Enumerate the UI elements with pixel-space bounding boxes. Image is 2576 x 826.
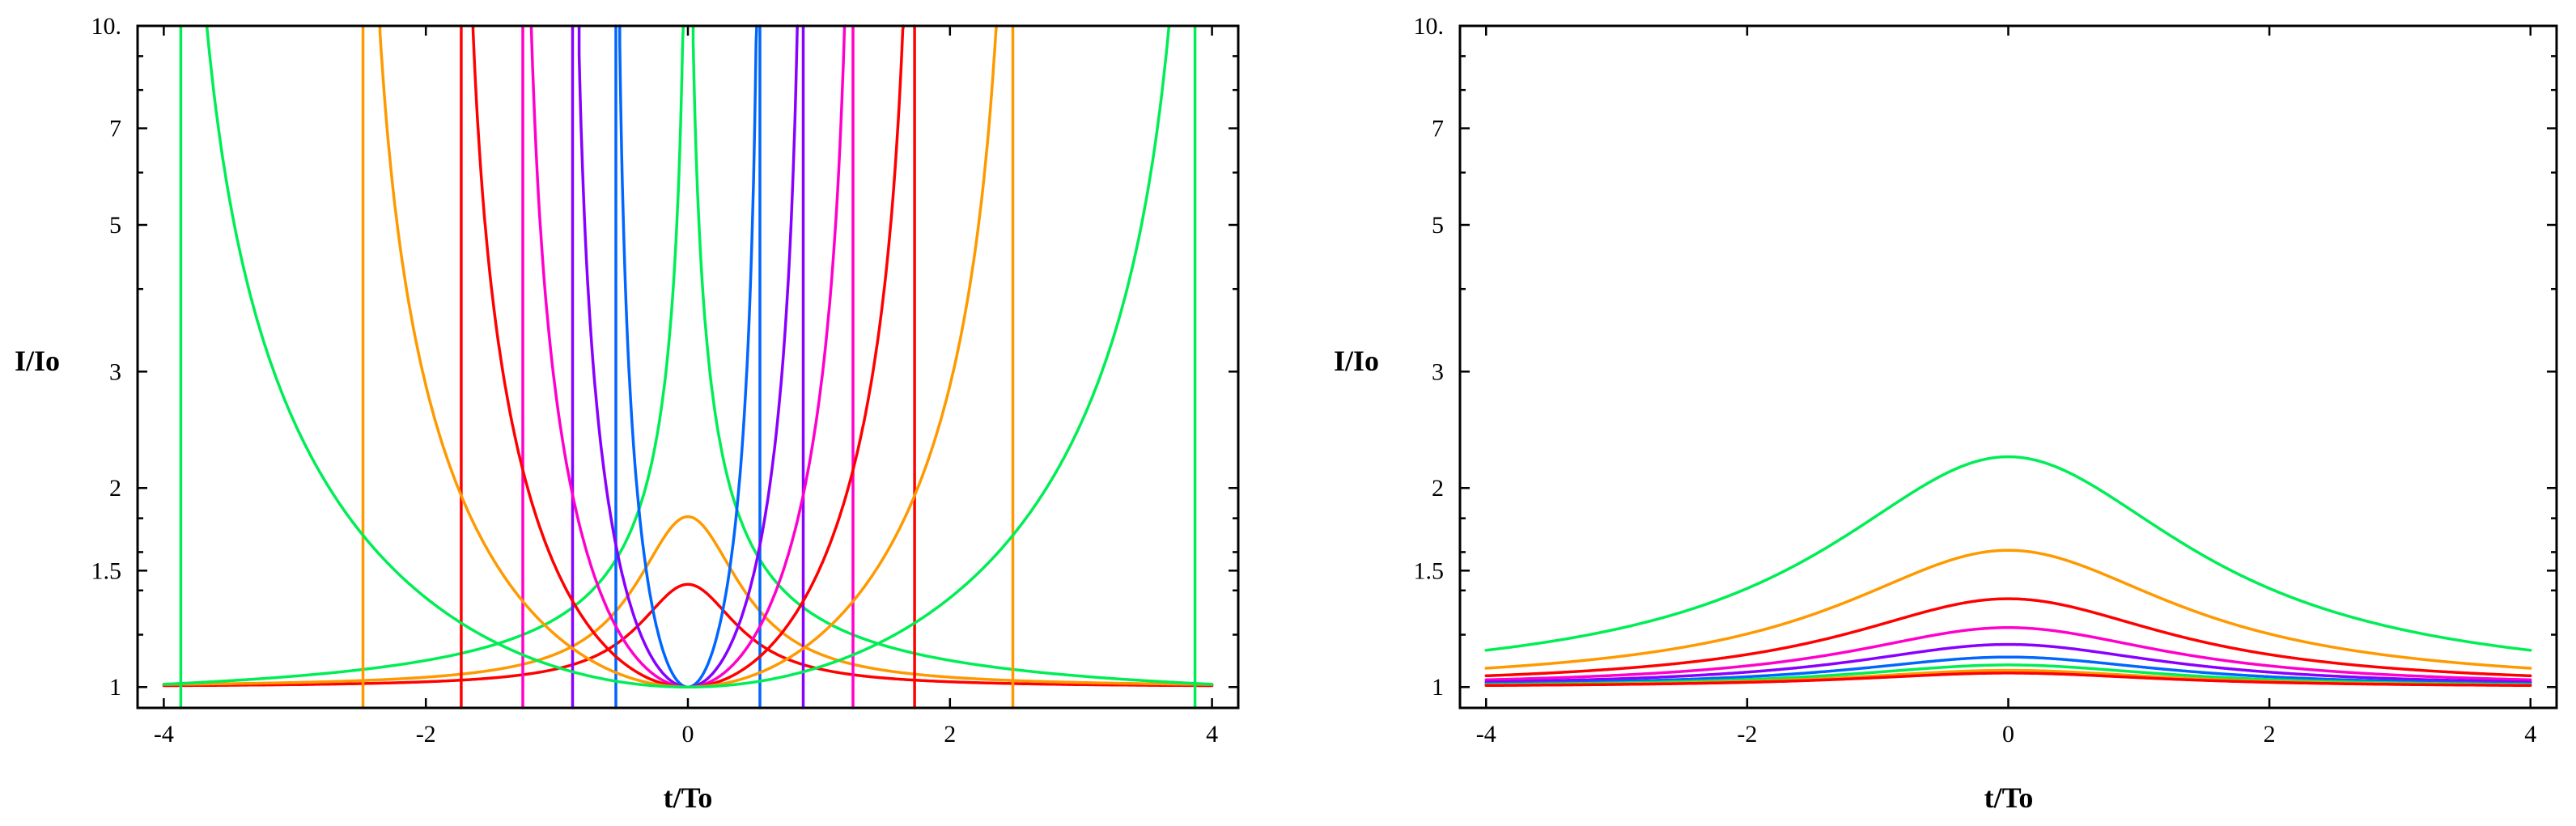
- right-y-tick-label: 3: [1432, 358, 1444, 385]
- right-y-tick-label: 7: [1432, 116, 1444, 142]
- left-y-tick-label: 5: [109, 212, 121, 239]
- left-y-axis-title: I/Io: [15, 345, 60, 377]
- left-ticks: -4 -2 0 2 4 1 1.5 2 3 5 7 10.: [91, 13, 1238, 748]
- right-series-line: [1484, 626, 2532, 682]
- right-y-tick-label: 10.: [1414, 13, 1445, 40]
- right-plot-frame: [1458, 24, 2558, 710]
- right-series-line: [1484, 549, 2532, 670]
- right-x-tick-label: -4: [1476, 721, 1496, 748]
- left-x-tick-label: 2: [944, 721, 956, 748]
- right-series-group: [1484, 455, 2532, 688]
- right-y-axis-title: I/Io: [1334, 345, 1379, 377]
- right-series-line: [1484, 642, 2532, 684]
- right-series-line: [1484, 597, 2532, 678]
- right-x-axis-title: t/To: [1984, 782, 2034, 814]
- left-y-tick-label: 1.5: [91, 557, 122, 584]
- right-series-line: [1484, 671, 2532, 688]
- right-y-tick-label: 5: [1432, 212, 1444, 239]
- right-chart: -4 -2 0 2 4 1 1.5 2 3 5 7 10. I/Io t/To: [1334, 13, 2558, 814]
- left-series-line: [460, 24, 916, 710]
- left-chart: -4 -2 0 2 4 1 1.5 2 3 5 7 10. I/Io t/To: [15, 13, 1240, 814]
- left-y-tick-label: 3: [109, 358, 121, 385]
- right-y-tick-label: 1.5: [1414, 557, 1445, 584]
- left-series-line: [179, 24, 1197, 710]
- left-x-tick-label: -2: [416, 721, 436, 748]
- left-series-line: [162, 515, 1214, 686]
- right-x-tick-label: 4: [2524, 721, 2536, 748]
- left-plot-frame: [136, 24, 1240, 710]
- left-series-line: [162, 582, 1214, 688]
- right-series-line: [1484, 455, 2532, 652]
- right-ticks: -4 -2 0 2 4 1 1.5 2 3 5 7 10.: [1414, 13, 2557, 748]
- right-x-tick-label: 2: [2264, 721, 2276, 748]
- left-y-tick-label: 1: [109, 674, 121, 701]
- right-x-tick-label: -2: [1737, 721, 1757, 748]
- left-series-line: [614, 24, 762, 710]
- left-y-tick-label: 10.: [91, 13, 122, 40]
- left-x-tick-label: 0: [682, 721, 694, 748]
- left-x-tick-label: -4: [154, 721, 174, 748]
- right-x-tick-label: 0: [2002, 721, 2014, 748]
- right-y-tick-label: 2: [1432, 475, 1444, 502]
- left-x-axis-title: t/To: [664, 782, 713, 814]
- left-x-tick-label: 4: [1206, 721, 1218, 748]
- left-y-tick-label: 2: [109, 475, 121, 502]
- right-y-tick-label: 1: [1432, 674, 1444, 701]
- left-y-tick-label: 7: [109, 116, 121, 142]
- left-series-group: [162, 24, 1214, 710]
- right-series-line: [1484, 655, 2532, 685]
